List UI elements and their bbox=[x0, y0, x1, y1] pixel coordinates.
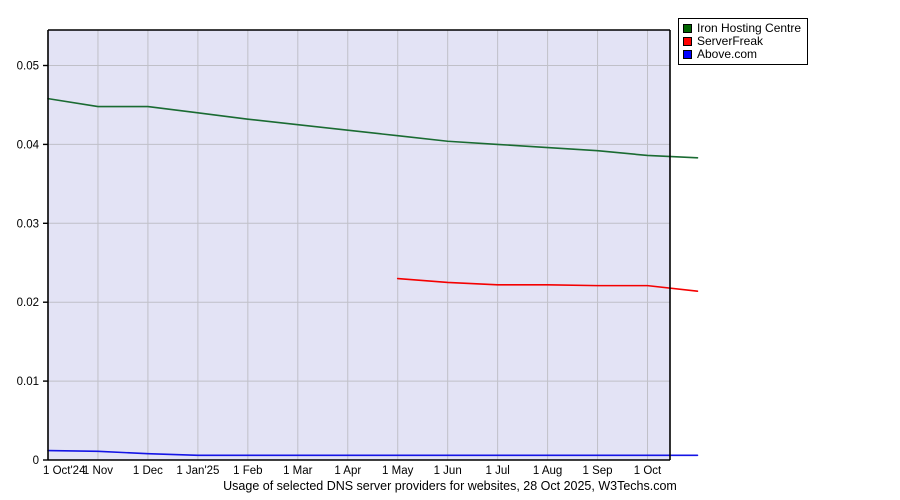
axes bbox=[47, 29, 671, 461]
svg-text:0.01: 0.01 bbox=[17, 376, 39, 388]
legend-label-above-com: Above.com bbox=[697, 47, 758, 61]
legend-swatch-above-com bbox=[683, 50, 692, 59]
svg-text:1 Oct'24: 1 Oct'24 bbox=[43, 465, 86, 477]
x-axis-labels: 1 Oct'241 Nov 1 Dec 1 Jan'25 1 Feb 1 Mar 1 Ap… bbox=[43, 465, 662, 477]
chart-legend: Iron Hosting Centre ServerFreak Above.co… bbox=[678, 18, 809, 65]
legend-item-0: Iron Hosting Centre bbox=[683, 22, 801, 35]
svg-text:0.04: 0.04 bbox=[17, 139, 40, 151]
svg-text:1 Dec: 1 Dec bbox=[133, 465, 163, 477]
svg-text:0.03: 0.03 bbox=[17, 218, 39, 230]
tick-marks bbox=[43, 64, 48, 461]
svg-text:1 Jan'25: 1 Jan'25 bbox=[176, 465, 219, 477]
svg-text:1 Jul: 1 Jul bbox=[485, 465, 509, 477]
series-lines bbox=[47, 97, 699, 457]
svg-text:1 May: 1 May bbox=[382, 465, 414, 477]
svg-text:0.05: 0.05 bbox=[17, 61, 39, 73]
y-axis-labels: 0 0.01 0.02 0.03 0.04 0.05 bbox=[17, 61, 40, 467]
chart-caption: Usage of selected DNS server providers f… bbox=[223, 479, 677, 493]
svg-text:1 Aug: 1 Aug bbox=[533, 465, 562, 477]
svg-text:1 Jun: 1 Jun bbox=[434, 465, 462, 477]
legend-swatch-serverfreak bbox=[683, 37, 692, 46]
legend-item-1: ServerFreak bbox=[683, 35, 801, 48]
svg-text:0: 0 bbox=[33, 455, 39, 467]
legend-swatch-iron-hosting-centre bbox=[683, 24, 692, 33]
svg-text:1 Apr: 1 Apr bbox=[334, 465, 361, 477]
legend-label-iron-hosting-centre: Iron Hosting Centre bbox=[697, 21, 802, 35]
svg-text:1 Mar: 1 Mar bbox=[283, 465, 313, 477]
legend-label-serverfreak: ServerFreak bbox=[697, 34, 764, 48]
svg-text:1 Feb: 1 Feb bbox=[233, 465, 262, 477]
svg-text:1 Oct: 1 Oct bbox=[634, 465, 662, 477]
legend-item-2: Above.com bbox=[683, 48, 801, 61]
svg-text:1 Sep: 1 Sep bbox=[583, 465, 613, 477]
svg-text:1 Nov: 1 Nov bbox=[83, 465, 113, 477]
plot-background bbox=[48, 30, 670, 460]
svg-text:0.02: 0.02 bbox=[17, 297, 39, 309]
gridlines bbox=[48, 30, 670, 460]
